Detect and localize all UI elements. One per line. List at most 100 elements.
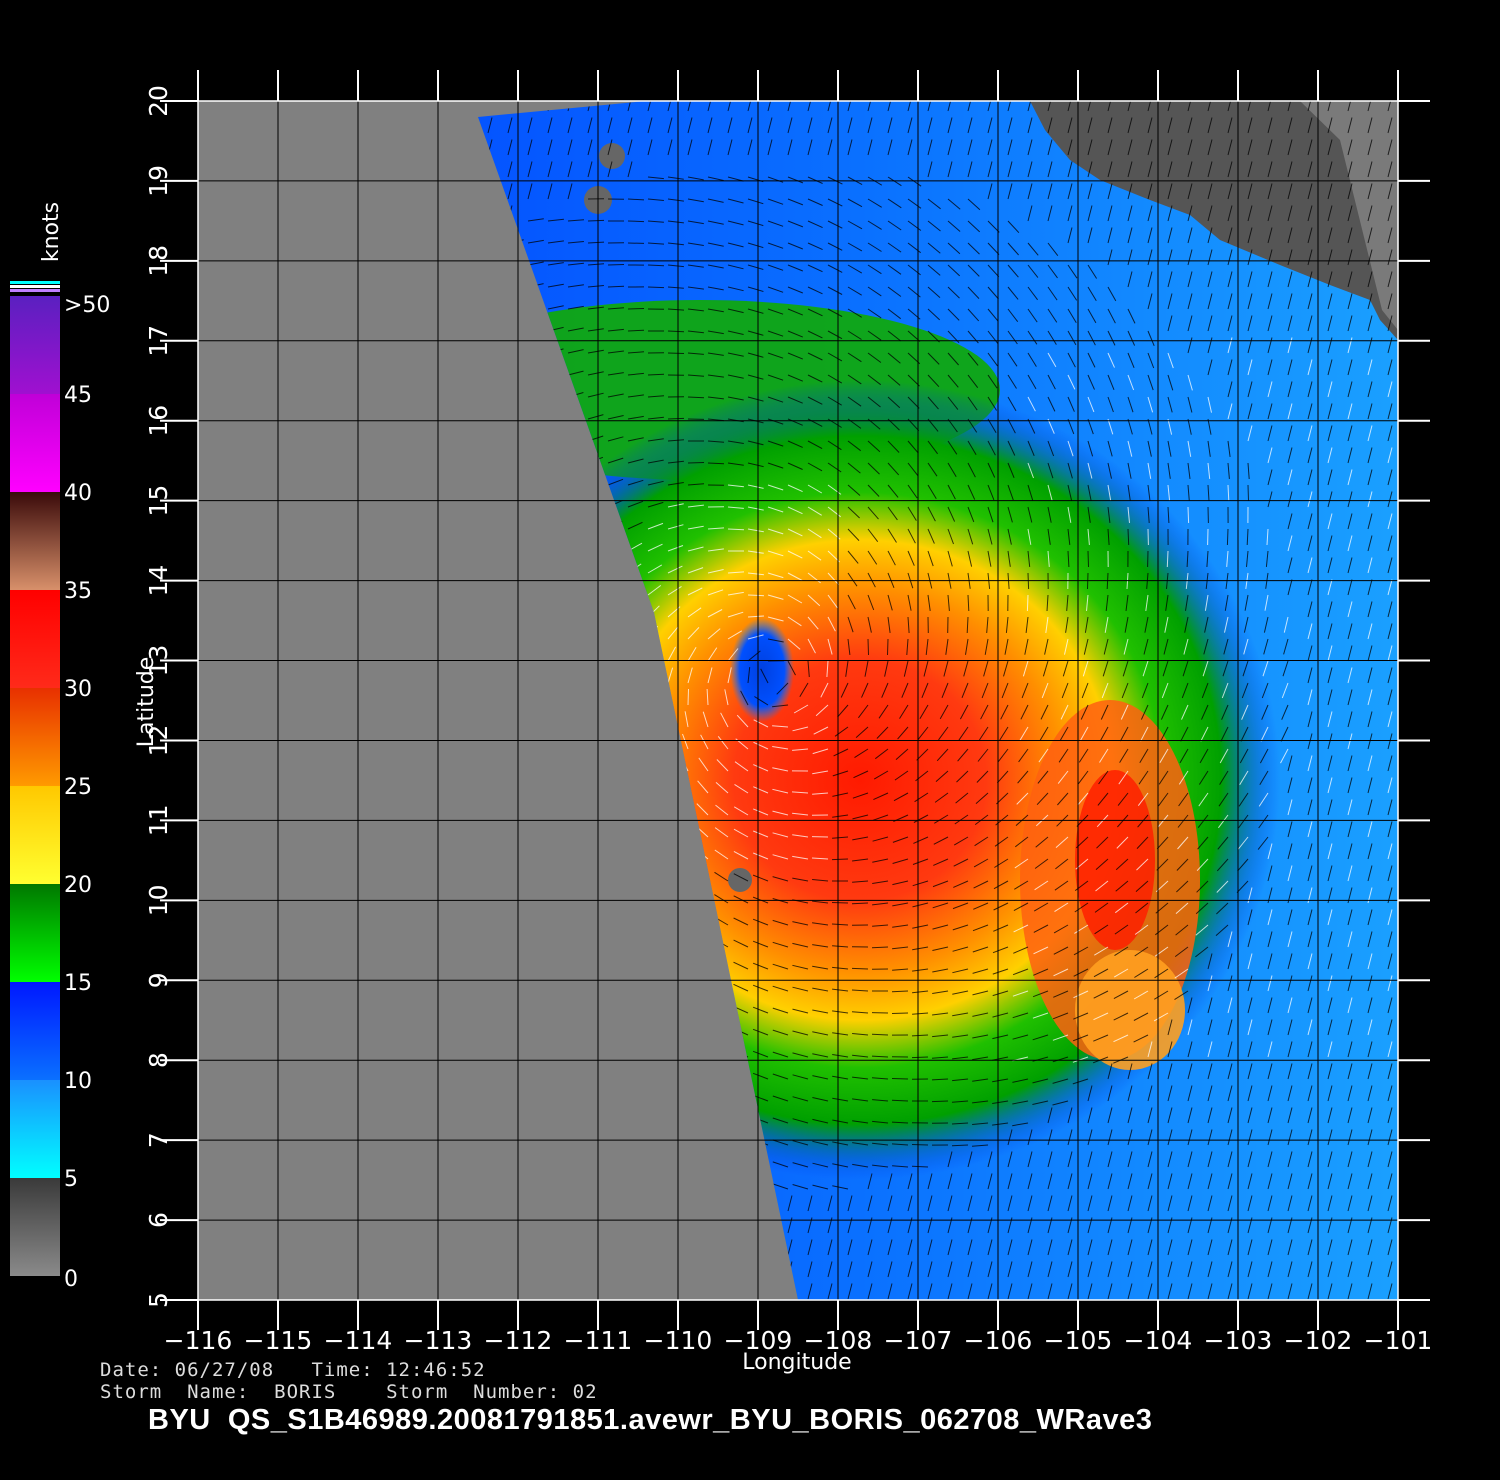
- wind-barb: [1078, 748, 1089, 763]
- wind-barb: [927, 484, 937, 499]
- wind-barb: [871, 946, 889, 949]
- wind-barb: [567, 327, 584, 332]
- wind-barb: [1347, 1173, 1353, 1190]
- wind-barb: [1243, 638, 1249, 655]
- wind-barb: [914, 792, 929, 803]
- wind-barb: [727, 591, 744, 596]
- wind-barb: [772, 985, 789, 992]
- wind-barb: [887, 1173, 893, 1190]
- wind-barb: [1387, 975, 1393, 992]
- wind-barb: [907, 1173, 913, 1190]
- wind-barb: [993, 880, 1009, 890]
- wind-barb: [1127, 1129, 1133, 1146]
- wind-barb: [787, 594, 803, 604]
- wind-barb: [967, 101, 973, 112]
- wind-barb: [1207, 1261, 1213, 1278]
- wind-barb: [907, 139, 913, 156]
- wind-barb: [1387, 117, 1393, 134]
- wind-barb: [772, 876, 789, 882]
- wind-barb: [1367, 183, 1373, 200]
- wind-barb: [667, 330, 685, 333]
- wind-barb: [1307, 1173, 1313, 1190]
- wind-barb: [1167, 1173, 1173, 1190]
- wind-barb: [772, 854, 789, 860]
- wind-barb: [1007, 220, 1020, 234]
- wind-barb: [527, 117, 533, 134]
- wind-barb: [1267, 117, 1273, 134]
- wind-barb: [1267, 227, 1273, 244]
- wind-barb: [807, 572, 821, 584]
- colorbar-label: 20: [64, 873, 92, 898]
- wind-barb: [1307, 1195, 1313, 1212]
- wind-barb: [947, 198, 961, 210]
- wind-barb: [947, 594, 950, 611]
- wind-barb: [972, 1056, 989, 1061]
- wind-barb: [792, 748, 809, 751]
- wind-barb: [907, 220, 922, 231]
- wind-barb: [1347, 1085, 1353, 1102]
- wind-barb: [847, 616, 854, 633]
- wind-barb: [1227, 1195, 1233, 1212]
- wind-barb: [1147, 418, 1153, 435]
- wind-barb: [792, 964, 809, 970]
- wind-barb: [567, 161, 573, 178]
- wind-barb: [987, 330, 999, 344]
- wind-barb: [1167, 101, 1173, 112]
- wind-barb: [1287, 997, 1293, 1014]
- wind-barb: [907, 550, 915, 566]
- wind-barb: [682, 733, 689, 750]
- wind-barb: [987, 101, 993, 112]
- wind-barb: [707, 330, 724, 335]
- wind-barb: [1327, 953, 1333, 970]
- wind-barb: [1118, 770, 1129, 785]
- wind-barb: [1139, 748, 1149, 763]
- wind-barb: [787, 396, 803, 404]
- wind-barb: [887, 396, 901, 409]
- wind-barb: [831, 923, 849, 926]
- wind-barb: [1287, 469, 1293, 486]
- wind-barb: [1007, 440, 1016, 456]
- wind-barb: [767, 308, 784, 315]
- wind-barb: [753, 852, 769, 860]
- wind-barb: [911, 1034, 929, 1037]
- wind-barb: [967, 594, 970, 612]
- wind-barb: [707, 647, 718, 662]
- wind-barb: [927, 1283, 933, 1300]
- wind-barb: [1207, 975, 1213, 992]
- wind-barb: [753, 830, 769, 838]
- wind-barb: [627, 308, 645, 310]
- wind-barb: [931, 1056, 949, 1059]
- wind-barb: [1187, 1107, 1193, 1124]
- colorbar-label: 30: [64, 677, 92, 702]
- wind-barb: [1246, 550, 1249, 567]
- wind-barb: [1327, 315, 1333, 332]
- wind-barb: [1164, 616, 1169, 633]
- wind-barb: [1157, 814, 1169, 828]
- wind-barb: [1207, 1129, 1213, 1146]
- wind-barb: [1227, 953, 1233, 970]
- wind-barb: [912, 902, 929, 908]
- wind-barb: [787, 506, 803, 515]
- wind-barb: [567, 241, 584, 244]
- wind-barb: [827, 506, 842, 518]
- wind-barb: [1156, 858, 1169, 871]
- wind-barb: [1027, 183, 1033, 200]
- wind-barb: [1287, 1195, 1293, 1212]
- wind-barb: [967, 1195, 973, 1212]
- wind-barb: [733, 961, 749, 970]
- wind-barb: [747, 550, 764, 554]
- wind-barb: [727, 117, 733, 134]
- wind-barb: [847, 638, 851, 655]
- wind-barb: [1347, 293, 1353, 310]
- wind-barb: [754, 696, 769, 706]
- wind-barb: [687, 117, 693, 134]
- wind-barb: [1347, 249, 1353, 266]
- wind-barb: [607, 350, 624, 354]
- wind-barb: [967, 1151, 973, 1168]
- wind-barb: [1327, 447, 1333, 464]
- wind-barb: [827, 117, 833, 134]
- wind-barb: [1387, 101, 1393, 112]
- wind-barb: [1387, 359, 1393, 376]
- wind-barb: [887, 1283, 893, 1300]
- wind-barb: [1093, 990, 1109, 999]
